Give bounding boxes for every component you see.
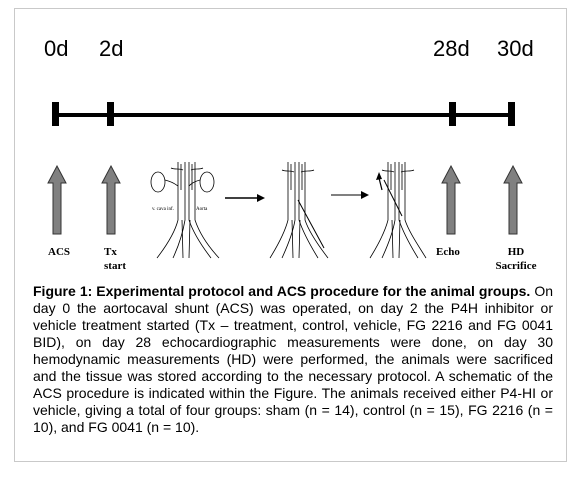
event-label-hd: HD Sacrifice [488,245,544,273]
caption-body: On day 0 the aortocaval shunt (ACS) was … [33,283,553,435]
event-label-echo: Echo [436,246,460,258]
day-label-28: 28d [433,36,470,61]
event-label-acs: ACS [48,246,71,258]
day-label-0: 0d [44,36,69,61]
acs-schematic-stage-2 [269,162,329,259]
day-label-30: 30d [497,36,534,61]
up-arrow-icon [101,165,121,235]
event-label-tx: Tx start [104,245,126,273]
event-label-hd-line1: HD [507,246,525,258]
right-arrow-icon [225,194,265,202]
timeline-tick-2 [107,102,114,126]
up-arrow-icon [503,165,523,235]
timeline-tick-30 [508,102,515,126]
timeline-tick-0 [52,102,59,126]
event-label-tx-line1: Tx [104,246,117,258]
caption-title: Figure 1: Experimental protocol and ACS … [33,283,531,299]
day-label-2: 2d [99,36,124,61]
acs-schematic-stage-1 [150,162,220,259]
up-arrow-icon [441,165,461,235]
event-label-hd-line2: Sacrifice [495,260,537,272]
timeline-bar [56,113,512,117]
figure-frame [14,8,567,462]
up-arrow-icon [47,165,67,235]
acs-schematic-stage-3 [369,162,427,259]
figure-caption: Figure 1: Experimental protocol and ACS … [33,283,553,436]
aorta-label: Aorta [196,207,208,212]
right-arrow-icon [331,191,369,199]
vena-cava-label: v. cava inf. [152,207,174,212]
timeline-tick-28 [449,102,456,126]
event-label-tx-line2: start [104,260,126,272]
